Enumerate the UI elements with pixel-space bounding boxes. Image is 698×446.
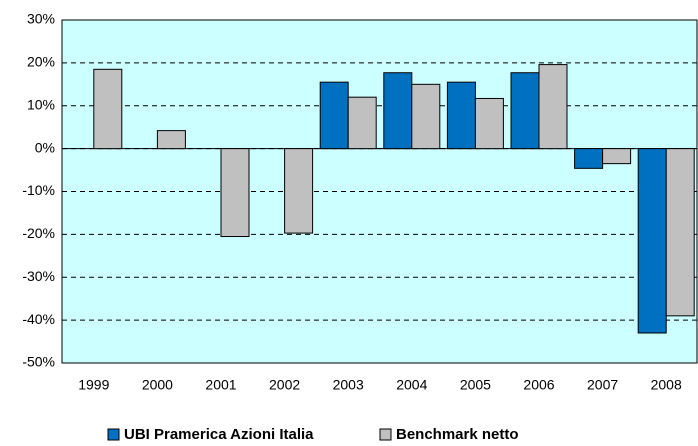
y-tick-label: -20% (22, 225, 55, 241)
legend-label: Benchmark netto (396, 426, 519, 443)
x-tick-label: 2007 (587, 377, 618, 393)
x-tick-label: 2003 (333, 377, 364, 393)
legend-swatch (107, 428, 120, 441)
x-tick-label: 2001 (205, 377, 236, 393)
bar (602, 148, 632, 165)
y-tick-label: 10% (27, 96, 55, 112)
bar (510, 72, 540, 150)
legend-swatch (379, 428, 392, 441)
bar (383, 72, 413, 150)
bar (637, 148, 667, 334)
x-tick-label: 2000 (142, 377, 173, 393)
y-tick-label: -10% (22, 182, 55, 198)
y-tick-label: -40% (22, 311, 55, 327)
y-tick-label: 30% (27, 11, 55, 27)
bar (93, 68, 123, 150)
bar (474, 97, 504, 150)
bar (411, 83, 441, 150)
x-tick-label: 1999 (78, 377, 109, 393)
x-tick-label: 2005 (460, 377, 491, 393)
bar (574, 148, 604, 169)
x-tick-label: 2008 (651, 377, 682, 393)
bar (156, 130, 186, 150)
y-tick-label: 0% (35, 139, 55, 155)
bar (319, 81, 349, 150)
y-tick-label: 20% (27, 54, 55, 70)
y-tick-label: -30% (22, 268, 55, 284)
y-tick-label: -50% (22, 354, 55, 370)
x-tick-label: 2004 (396, 377, 427, 393)
bar (347, 96, 377, 150)
bar (446, 81, 476, 150)
x-tick-label: 2006 (523, 377, 554, 393)
bar (284, 148, 314, 234)
bar (665, 148, 695, 317)
x-tick-label: 2002 (269, 377, 300, 393)
bar (538, 64, 568, 150)
legend-label: UBI Pramerica Azioni Italia (124, 426, 314, 443)
bar (220, 148, 250, 238)
